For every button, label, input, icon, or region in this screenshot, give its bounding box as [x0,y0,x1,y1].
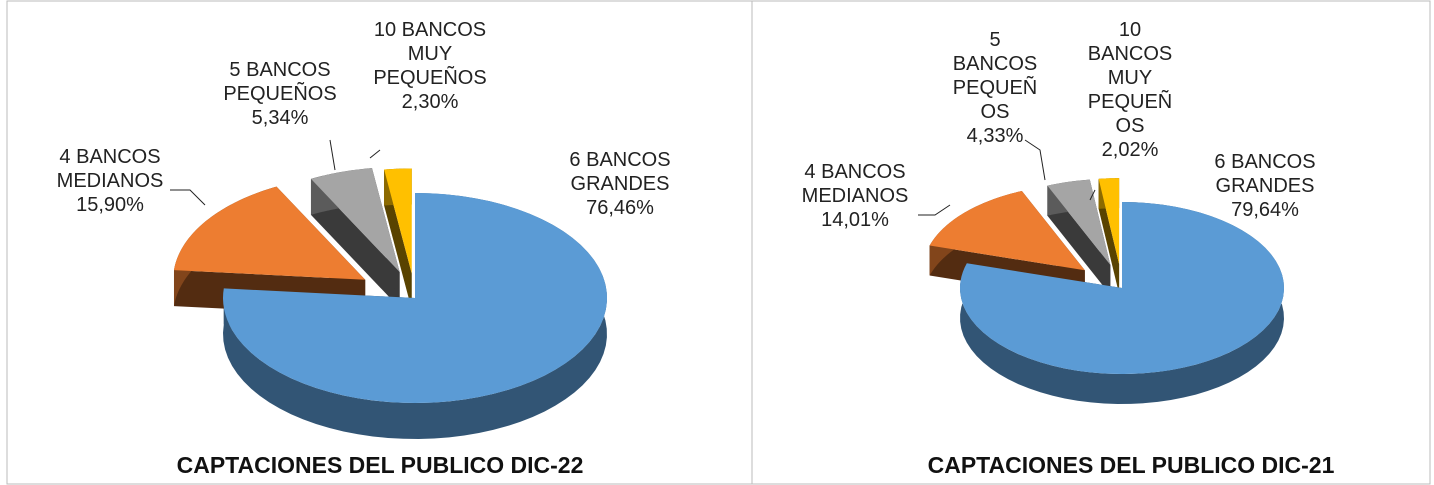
leader-line [918,204,951,216]
pie-slice [960,202,1285,374]
pie-slice [173,186,366,280]
value-label: 79,64% [1231,199,1299,221]
slice-label: 6 BANCOS GRANDES 76,46% [550,148,690,220]
pie-slice [1047,179,1111,265]
leader-line [170,189,206,206]
pie-slice [222,193,607,403]
slice-side [310,178,400,308]
slice-label: 5 BANCOS PEQUEÑOS 4,33% [945,28,1045,148]
pie-slice [384,168,412,274]
category-name: 10 BANCOS MUY PEQUEÑOS [1087,19,1173,137]
slice-label: 4 BANCOS MEDIANOS 15,90% [40,145,180,217]
slice-label: 4 BANCOS MEDIANOS 14,01% [790,160,920,232]
slice-label: 6 BANCOS GRANDES 79,64% [1195,150,1335,222]
leader-line [369,149,381,159]
value-label: 5,34% [251,107,309,129]
leader-line [1024,139,1046,181]
pie-slice [1098,178,1120,265]
chart-title: CAPTACIONES DEL PUBLICO DIC-22 [176,452,584,478]
pie-slice [929,191,1085,271]
category-name: 10 BANCOS MUY PEQUEÑOS [373,19,487,89]
slice-side [1047,185,1111,295]
category-name: 6 BANCOS GRANDES [1214,151,1316,197]
category-name: 4 BANCOS MEDIANOS [56,146,164,192]
slice-label: 10 BANCOS MUY PEQUEÑOS 2,30% [355,18,505,114]
slice-label: 5 BANCOS PEQUEÑOS 5,34% [210,58,350,130]
chart-title: CAPTACIONES DEL PUBLICO DIC-21 [927,452,1335,478]
value-label: 2,02% [1101,139,1159,161]
value-label: 76,46% [586,197,654,219]
category-name: 4 BANCOS MEDIANOS [801,161,909,207]
value-label: 14,01% [821,209,889,231]
category-name: 6 BANCOS GRANDES [569,149,671,195]
category-name: 5 BANCOS PEQUEÑOS [952,29,1038,123]
panel-border [751,0,1431,485]
category-name: 5 BANCOS PEQUEÑOS [223,59,337,105]
value-label: 4,33% [966,125,1024,147]
leader-line [1089,189,1096,201]
pie-slice [310,168,400,272]
value-label: 2,30% [401,91,459,113]
slice-label: 10 BANCOS MUY PEQUEÑOS 2,02% [1080,18,1180,162]
leader-line [329,139,336,171]
value-label: 15,90% [76,194,144,216]
